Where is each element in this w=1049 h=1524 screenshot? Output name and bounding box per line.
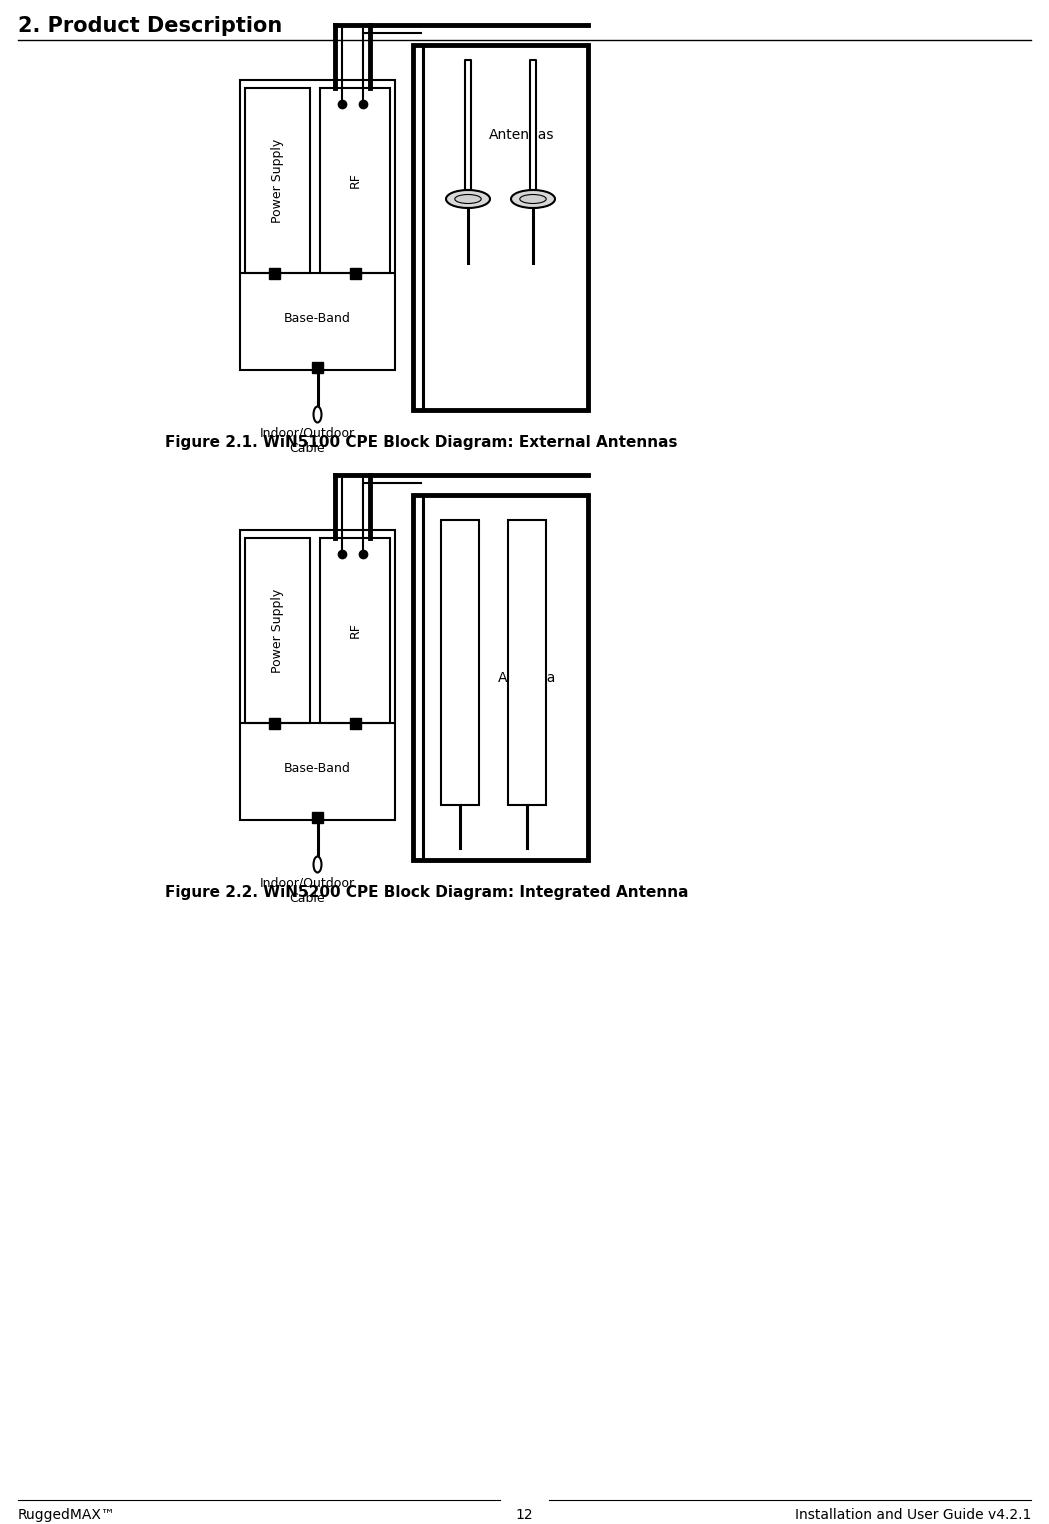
Bar [312,811,323,823]
Text: RF: RF [348,623,362,639]
Bar [349,718,361,728]
Text: Figure 2.2. WiN5200 CPE Block Diagram: Integrated Antenna: Figure 2.2. WiN5200 CPE Block Diagram: I… [165,885,688,901]
Text: Indoor/Outdoor
Cable: Indoor/Outdoor Cable [260,876,355,905]
Text: Power Supply: Power Supply [271,588,284,672]
Bar [413,495,588,860]
Bar [530,59,536,190]
Ellipse shape [314,856,321,873]
Text: Base-Band: Base-Band [284,762,351,776]
Bar [320,538,390,722]
Bar [269,718,280,728]
Bar [240,530,395,820]
Text: Base-Band: Base-Band [284,312,351,326]
Text: 2. Product Description: 2. Product Description [18,15,282,37]
Bar [413,46,588,410]
Ellipse shape [511,190,555,207]
Ellipse shape [520,195,547,204]
Bar [349,268,361,279]
Bar [312,361,323,372]
Bar [465,59,471,190]
Text: 12: 12 [515,1509,533,1522]
Bar [441,520,479,805]
Ellipse shape [455,195,481,204]
Text: Antennas: Antennas [489,128,554,142]
Text: RF: RF [348,172,362,189]
Text: RuggedMAX™: RuggedMAX™ [18,1509,115,1522]
Text: Antenna: Antenna [497,671,556,684]
Bar [508,520,545,805]
Ellipse shape [314,407,321,422]
Text: Indoor/Outdoor
Cable: Indoor/Outdoor Cable [260,427,355,454]
Bar [320,88,390,273]
Text: Figure 2.1. WiN5100 CPE Block Diagram: External Antennas: Figure 2.1. WiN5100 CPE Block Diagram: E… [165,434,678,450]
Text: Power Supply: Power Supply [271,139,284,223]
Bar [240,79,395,370]
Text: Installation and User Guide v4.2.1: Installation and User Guide v4.2.1 [795,1509,1031,1522]
Bar [245,88,311,273]
Ellipse shape [446,190,490,207]
Bar [245,538,311,722]
Bar [269,268,280,279]
